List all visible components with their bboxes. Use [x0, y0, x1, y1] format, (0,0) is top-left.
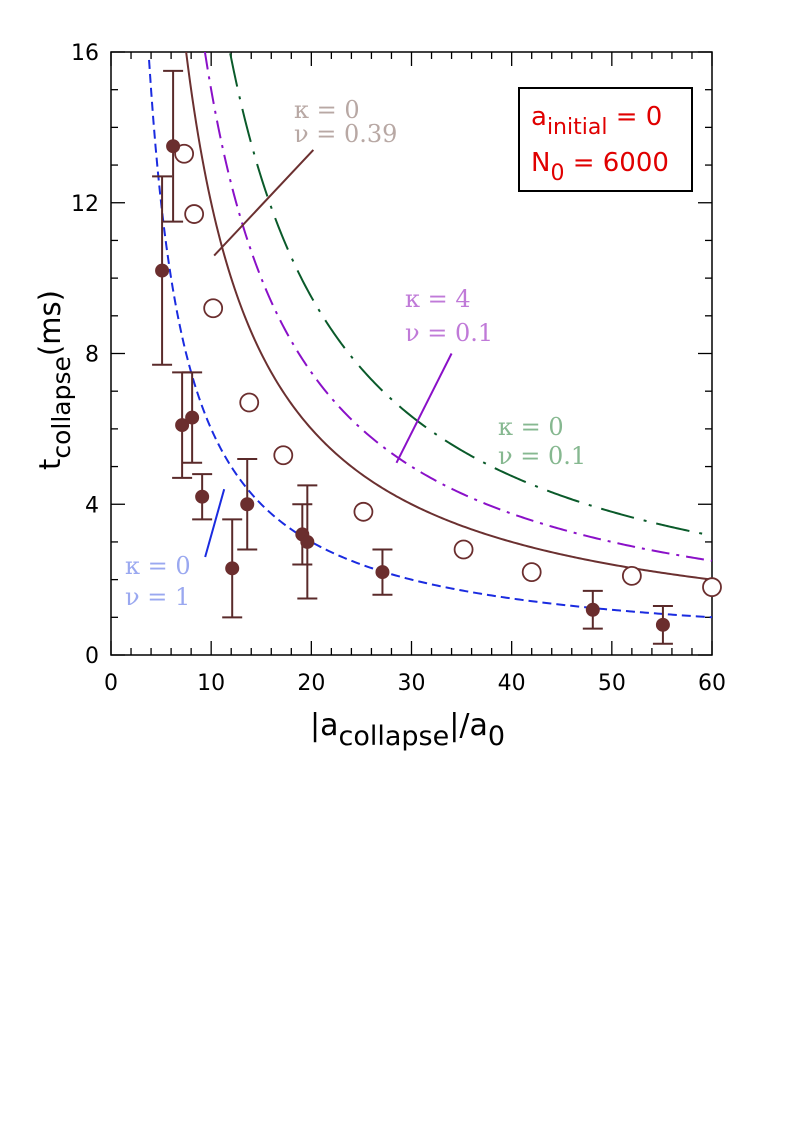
legend-n-value: = 6000	[564, 148, 668, 178]
legend-a-subscript: initial	[547, 115, 608, 140]
data-markers	[155, 139, 722, 632]
pointer-kappa0-nu039	[213, 149, 315, 257]
x-tick-label: 60	[698, 671, 726, 696]
y-tick-label: 8	[85, 343, 99, 368]
y-title-subscript: collapse	[47, 356, 76, 459]
open-circle-point	[353, 501, 374, 522]
annotation-kappa: κ = 0	[294, 96, 360, 124]
open-circle-point	[453, 539, 474, 560]
x-title-subscript: collapse	[339, 721, 450, 752]
filled-circle-point	[375, 565, 390, 580]
x-tick-label: 50	[598, 671, 626, 696]
filled-circle-point	[155, 263, 170, 278]
x-axis-title: |acollapse|/a0	[310, 708, 505, 752]
annotation-pointers	[204, 149, 453, 558]
x-title-subscript-0: 0	[488, 721, 505, 752]
y-title-units: (ms)	[33, 290, 67, 356]
annotation-nu: ν = 0.39	[294, 120, 397, 148]
curve-kappa0_nu1	[148, 59, 712, 619]
filled-circle-point	[585, 602, 600, 617]
legend-frame	[518, 87, 693, 192]
filled-circle-point	[240, 497, 255, 512]
y-axis-title: tcollapse(ms)	[33, 290, 76, 470]
curve-kappa0_nu039	[185, 52, 712, 581]
open-circle-point	[203, 298, 224, 319]
x-tick-label: 40	[498, 671, 526, 696]
open-circle-point	[702, 577, 722, 598]
pointer-kappa4-nu01	[395, 353, 453, 464]
open-circle-point	[621, 565, 642, 586]
x-tick-label: 20	[297, 671, 325, 696]
open-circle-point	[273, 445, 294, 466]
legend-line-2: N0 = 6000	[531, 148, 669, 186]
model-curves	[148, 52, 712, 619]
y-tick-labels: 0 4 8 12 16	[71, 41, 99, 669]
filled-circle-point	[175, 418, 190, 433]
y-tick-label: 0	[85, 644, 99, 669]
y-tick-label: 12	[71, 192, 99, 217]
filled-circle-point	[655, 617, 670, 632]
annotation-kappa: κ = 0	[125, 552, 191, 580]
annotation-kappa0-nu039: κ = 0 ν = 0.39	[294, 96, 397, 148]
annotation-kappa0-nu01: κ = 0 ν = 0.1	[498, 413, 586, 470]
open-circle-point	[174, 143, 195, 164]
filled-circle-point	[185, 410, 200, 425]
annotation-nu: ν = 0.1	[405, 319, 493, 347]
annotation-kappa: κ = 0	[498, 413, 564, 441]
x-tick-label: 10	[197, 671, 225, 696]
annotation-kappa0-nu1: κ = 0 ν = 1	[125, 552, 191, 611]
legend-a: a	[531, 102, 547, 132]
y-tick-label: 4	[85, 493, 99, 518]
annotation-kappa: κ = 4	[405, 285, 471, 313]
filled-circle-point	[195, 489, 210, 504]
y-tick-label: 16	[71, 41, 99, 66]
annotation-nu: ν = 1	[125, 583, 190, 611]
x-tick-label: 30	[398, 671, 426, 696]
legend-line-1: ainitial = 0	[531, 102, 662, 140]
x-tick-label: 0	[104, 671, 118, 696]
legend-n: N	[531, 148, 550, 178]
curve-kappa0_nu01	[229, 53, 712, 537]
filled-circle-point	[166, 139, 181, 154]
x-title-suffix: |/a	[449, 708, 488, 743]
open-circle-point	[239, 392, 260, 413]
x-tick-labels: 0 10 20 30 40 50 60	[104, 671, 726, 696]
axis-ticks	[110, 51, 713, 656]
pointer-kappa0-nu1	[204, 488, 226, 558]
legend-a-value: = 0	[607, 102, 662, 132]
filled-circle-point	[300, 534, 315, 549]
annotation-nu: ν = 0.1	[498, 442, 586, 470]
open-circle-point	[184, 204, 205, 224]
filled-circle-point	[225, 561, 240, 576]
y-title-t: t	[33, 459, 67, 470]
curve-kappa4_nu01	[203, 52, 712, 562]
annotation-kappa4-nu01: κ = 4 ν = 0.1	[405, 285, 493, 347]
open-circle-point	[521, 562, 542, 582]
legend-box: ainitial = 0 N0 = 6000	[518, 87, 693, 192]
legend-n-subscript: 0	[550, 161, 564, 186]
x-title-prefix: |a	[310, 708, 339, 743]
